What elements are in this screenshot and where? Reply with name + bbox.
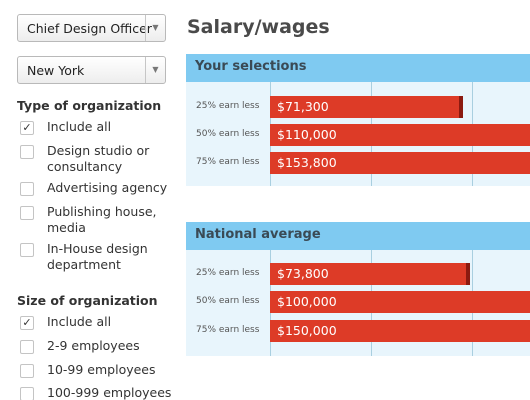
salary-bar: $150,000 [270,320,530,342]
org-size-option-2-9[interactable]: 2-9 employees [20,338,180,356]
checkbox[interactable] [20,387,34,400]
checkbox[interactable] [20,243,34,257]
salary-row-75: 75% earn less $150,000 [186,320,530,342]
org-size-option-100-999[interactable]: 100-999 employees [20,385,180,400]
salary-bar: $153,800 [270,152,530,174]
row-label: 25% earn less [196,101,260,111]
row-label: 75% earn less [196,157,260,167]
org-type-option-in-house[interactable]: In-House design department [20,241,180,275]
organization-size-title: Size of organization [17,293,158,308]
checkbox[interactable] [20,340,34,354]
row-label: 75% earn less [196,325,260,335]
job-title-select[interactable]: Chief Design Officer ▼ [17,14,166,42]
salary-bar: $110,000 [270,124,530,146]
option-label: Design studio or consultancy [47,143,150,174]
checkbox[interactable] [20,364,34,378]
national-average-panel: National average 25% earn less $73,800 5… [186,222,530,356]
row-label: 50% earn less [196,129,260,139]
option-label: Publishing house, media [47,204,157,235]
org-size-option-include-all[interactable]: ✓ Include all [20,314,180,332]
option-label: Include all [47,314,112,329]
bar-end-marker [459,96,464,118]
salary-row-75: 75% earn less $153,800 [186,152,530,174]
option-label: 2-9 employees [47,338,140,353]
salary-bar: $100,000 [270,291,530,313]
organization-type-title: Type of organization [17,98,162,113]
option-label: 100-999 employees [47,385,172,400]
page-title: Salary/wages [187,16,330,38]
chevron-down-icon[interactable]: ▼ [145,57,165,83]
bar-value: $100,000 [277,294,337,309]
bar-value: $71,300 [277,99,329,114]
your-selections-panel: Your selections 25% earn less $71,300 50… [186,54,530,186]
job-title-value: Chief Design Officer [27,21,152,36]
bar-value: $150,000 [277,323,337,338]
panel-title: Your selections [195,59,307,74]
option-label: Include all [47,119,112,134]
salary-bar: $71,300 [270,96,464,118]
panel-header: National average [186,222,530,250]
salary-row-25: 25% earn less $71,300 [186,96,530,118]
salary-bar: $73,800 [270,263,470,285]
row-label: 25% earn less [196,268,260,278]
salary-row-50: 50% earn less $110,000 [186,124,530,146]
checkbox[interactable] [20,206,34,220]
org-size-option-10-99[interactable]: 10-99 employees [20,362,180,380]
panel-header: Your selections [186,54,530,82]
option-label: Advertising agency [47,180,168,195]
salary-row-50: 50% earn less $100,000 [186,291,530,313]
org-type-option-publishing[interactable]: Publishing house, media [20,204,180,238]
option-label: In-House design department [47,241,148,272]
location-select[interactable]: New York ▼ [17,56,166,84]
row-label: 50% earn less [196,296,260,306]
bar-value: $73,800 [277,266,329,281]
org-type-option-design-studio[interactable]: Design studio or consultancy [20,143,180,177]
org-type-option-advertising[interactable]: Advertising agency [20,180,180,198]
checkbox[interactable]: ✓ [20,121,34,135]
org-type-option-include-all[interactable]: ✓ Include all [20,119,180,137]
bar-end-marker [465,263,470,285]
location-value: New York [27,63,85,78]
option-label: 10-99 employees [47,362,156,377]
bar-value: $110,000 [277,127,337,142]
chevron-down-icon[interactable]: ▼ [145,15,165,41]
checkbox[interactable] [20,182,34,196]
salary-row-25: 25% earn less $73,800 [186,263,530,285]
checkbox[interactable]: ✓ [20,316,34,330]
bar-value: $153,800 [277,155,337,170]
checkbox[interactable] [20,145,34,159]
panel-title: National average [195,227,321,242]
